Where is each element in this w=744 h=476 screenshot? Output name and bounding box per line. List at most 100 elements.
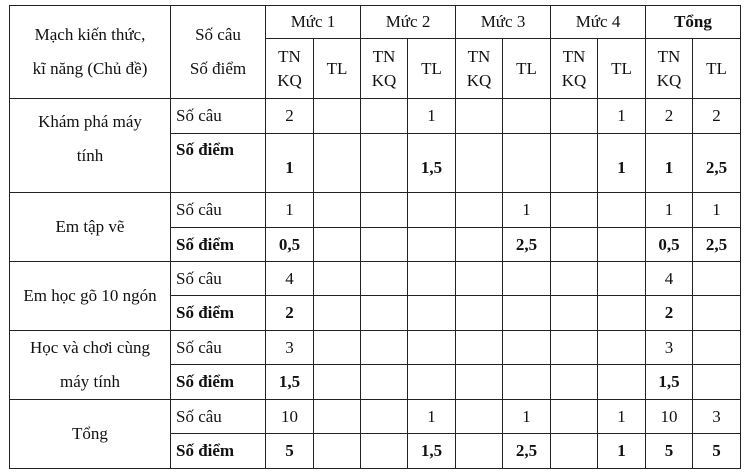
table-row: Học và chơi cùng máy tính Số câu 3 3 (9, 330, 741, 400)
table-row: Tổng Số câu 10 1 1 1 10 3 (9, 399, 741, 469)
count-value-cell (550, 399, 598, 434)
count-value-cell (360, 98, 408, 134)
score-value-cell: 5 (645, 433, 693, 469)
count-value-cell (597, 192, 646, 228)
count-value-cell (597, 261, 646, 296)
count-value-cell: 1 (407, 98, 456, 134)
count-header-line1: Số câu (195, 25, 241, 44)
score-value-cell: 1,5 (407, 133, 456, 193)
count-value-cell: 2 (265, 98, 314, 134)
count-value-cell (455, 192, 503, 228)
type-tl-header: TL (692, 38, 741, 99)
topic-cell: Học và chơi cùng máy tính (9, 330, 171, 400)
topic-cell: Em tập vẽ (9, 192, 171, 262)
count-value-cell (313, 192, 361, 228)
topic-cell: Em học gõ 10 ngón (9, 261, 171, 331)
tnkq-line1: TN (657, 46, 681, 66)
tnkq-line2: KQ (466, 70, 492, 90)
score-value-cell (597, 227, 646, 262)
tnkq-line2: KQ (561, 70, 587, 90)
topic-line: Em tập vẽ (55, 217, 125, 236)
score-value-cell (313, 133, 361, 193)
score-value-cell (313, 433, 361, 469)
type-tl-header: TL (313, 38, 361, 99)
score-value-cell (360, 364, 408, 400)
count-value-cell (550, 261, 598, 296)
count-header: Số câu Số điểm (170, 5, 266, 99)
score-value-cell (550, 295, 598, 331)
count-value-cell: 3 (265, 330, 314, 365)
score-value-cell (550, 364, 598, 400)
score-value-cell: 1,5 (407, 433, 456, 469)
score-value-cell (692, 295, 741, 331)
count-value-cell (313, 261, 361, 296)
type-tnkq-header: TN KQ (550, 38, 598, 99)
count-value-cell (502, 98, 551, 134)
score-value-cell (550, 433, 598, 469)
score-value-cell: 1,5 (645, 364, 693, 400)
type-tnkq-header: TN KQ (455, 38, 503, 99)
count-value-cell: 1 (645, 192, 693, 228)
count-value-cell: 3 (645, 330, 693, 365)
score-value-cell (313, 364, 361, 400)
topic-line: máy tính (60, 372, 120, 391)
count-value-cell (360, 192, 408, 228)
tnkq-line1: TN (467, 46, 491, 66)
score-value-cell (360, 133, 408, 193)
topic-line: Học và chơi cùng (30, 338, 150, 357)
header-row-levels: Mạch kiến thức, kĩ năng (Chủ đề) Số câu … (9, 5, 741, 99)
count-value-cell (692, 330, 741, 365)
score-label: Số điểm (170, 433, 266, 469)
score-value-cell (597, 364, 646, 400)
count-header-line2: Số điểm (189, 59, 247, 78)
score-value-cell (502, 364, 551, 400)
score-value-cell: 2,5 (502, 227, 551, 262)
score-value-cell (313, 295, 361, 331)
score-value-cell (313, 227, 361, 262)
count-value-cell (597, 330, 646, 365)
count-value-cell (692, 261, 741, 296)
score-value-cell (692, 364, 741, 400)
tnkq-line2: KQ (371, 70, 397, 90)
table-row: Số điểm 5 1,5 2,5 1 5 5 (10, 433, 741, 469)
score-value-cell (455, 364, 503, 400)
score-value-cell (407, 227, 456, 262)
score-value-cell: 1 (597, 133, 646, 193)
count-value-cell (455, 330, 503, 365)
count-value-cell: 1 (407, 399, 456, 434)
count-value-cell: 3 (692, 399, 741, 434)
topic-line: Tổng (72, 424, 108, 443)
score-value-cell (360, 227, 408, 262)
count-value-cell (407, 330, 456, 365)
score-value-cell (407, 364, 456, 400)
table-row: Khám phá máy tính Số câu 2 1 1 2 2 (9, 98, 741, 193)
score-label: Số điểm (170, 364, 266, 400)
score-label: Số điểm (170, 295, 266, 331)
count-value-cell (407, 261, 456, 296)
topic-header: Mạch kiến thức, kĩ năng (Chủ đề) (9, 5, 171, 99)
count-value-cell: 10 (265, 399, 314, 434)
type-tnkq-header: TN KQ (265, 38, 314, 99)
score-value-cell: 1,5 (265, 364, 314, 400)
score-value-cell: 1 (645, 133, 693, 193)
count-value-cell (360, 399, 408, 434)
table-row: Em tập vẽ Số câu 1 1 1 1 (9, 192, 741, 262)
count-value-cell: 1 (502, 192, 551, 228)
count-label: Số câu (170, 330, 266, 365)
count-value-cell (455, 399, 503, 434)
score-value-cell: 0,5 (265, 227, 314, 262)
count-value-cell (550, 192, 598, 228)
score-value-cell (455, 133, 503, 193)
count-value-cell (502, 261, 551, 296)
count-label: Số câu (170, 261, 266, 296)
score-value-cell: 2 (645, 295, 693, 331)
count-value-cell: 4 (645, 261, 693, 296)
level-3-header: Mức 3 (455, 5, 551, 39)
score-value-cell: 0,5 (645, 227, 693, 262)
count-value-cell: 2 (692, 98, 741, 134)
topic-line: tính (76, 146, 104, 165)
topic-header-line2: kĩ năng (Chủ đề) (32, 59, 148, 78)
count-value-cell (455, 261, 503, 296)
table-row: Em học gõ 10 ngón Số câu 4 4 (9, 261, 741, 331)
count-value-cell: 1 (502, 399, 551, 434)
